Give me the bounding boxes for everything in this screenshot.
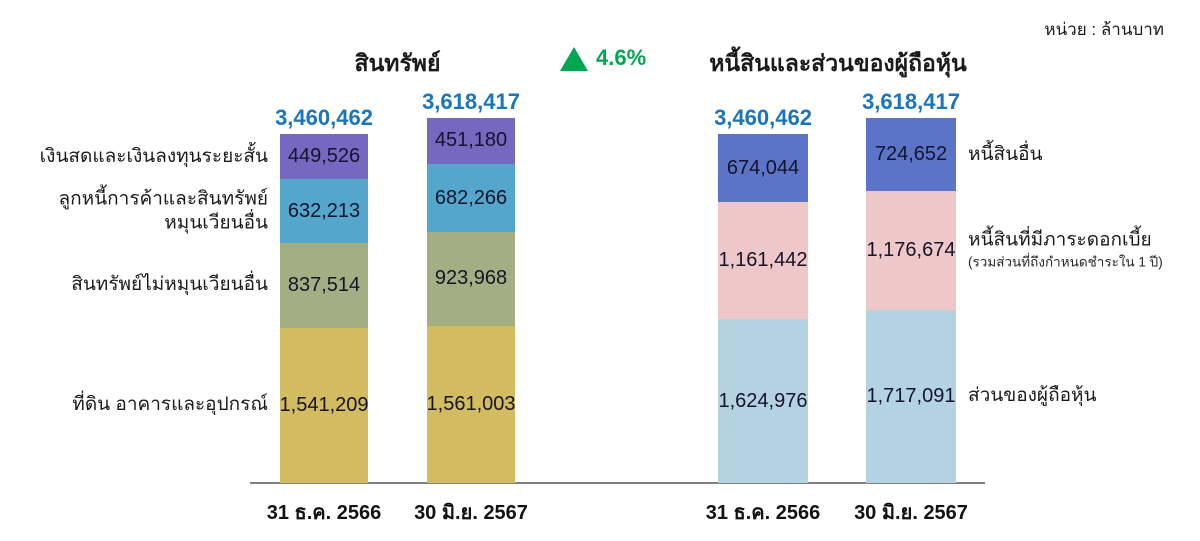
segment-value-label: 451,180 <box>434 129 508 152</box>
unit-label: หน่วย : ล้านบาท <box>1044 20 1164 39</box>
bar-total-label: 3,618,417 <box>862 89 960 115</box>
growth-up-triangle-icon <box>560 47 588 71</box>
stacked-bar: 1,561,003 923,968 682,266 451,180 <box>427 118 515 483</box>
bar-segment: 724,652 <box>866 118 956 192</box>
segment-value-label: 1,717,091 <box>866 384 956 407</box>
segment-value-label: 682,266 <box>434 186 508 209</box>
bar-segment: 674,044 <box>718 134 808 202</box>
bar-segment: 1,561,003 <box>427 325 515 483</box>
series-name: เงินสดและเงินลงทุนระยะสั้น <box>39 145 268 167</box>
segment-value-label: 1,161,442 <box>718 249 808 272</box>
bar-segment: 1,161,442 <box>718 202 808 320</box>
liabilities-chart-title: หนี้สินและส่วนของผู้ถือหุ้น <box>709 50 967 76</box>
bar-segment: 1,624,976 <box>718 319 808 483</box>
series-label: ลูกหนี้การค้าและสินทรัพย์หมุนเวียนอื่น <box>20 187 268 235</box>
bar-segment: 837,514 <box>280 243 368 328</box>
series-name: หนี้สินที่มีภาระดอกเบี้ย <box>968 230 1152 252</box>
assets-chart-title: สินทรัพย์ <box>354 50 441 76</box>
bar-segment: 682,266 <box>427 163 515 233</box>
x-axis-label: 30 มิ.ย. 2567 <box>854 502 968 524</box>
bar-total-label: 3,618,417 <box>422 89 520 115</box>
series-label: เงินสดและเงินลงทุนระยะสั้น <box>20 145 268 169</box>
series-name: หนี้สินอื่น <box>968 143 1043 165</box>
series-subtitle: (รวมส่วนที่ถึงกำหนดชำระใน 1 ปี) <box>968 254 1163 270</box>
series-label: ส่วนของผู้ถือหุ้น <box>968 385 1188 409</box>
bar-segment: 451,180 <box>427 118 515 164</box>
bar-segment: 923,968 <box>427 232 515 326</box>
segment-value-label: 449,526 <box>287 145 361 168</box>
series-label: หนี้สินอื่น <box>968 143 1188 167</box>
series-label: ที่ดิน อาคารและอุปกรณ์ <box>20 393 268 417</box>
segment-value-label: 632,213 <box>287 199 361 222</box>
segment-value-label: 1,176,674 <box>866 239 956 261</box>
bar-total-label: 3,460,462 <box>714 105 812 130</box>
bar-total-label: 3,460,462 <box>275 105 373 130</box>
x-axis-label: 31 ธ.ค. 2566 <box>266 502 382 524</box>
bar-segment: 1,176,674 <box>866 191 956 310</box>
bar-segment: 1,717,091 <box>866 309 956 483</box>
stacked-bar: 1,541,209 837,514 632,213 449,526 <box>280 134 368 483</box>
stacked-bar: 1,717,091 1,176,674 724,652 <box>866 118 956 483</box>
segment-value-label: 1,624,976 <box>718 389 808 412</box>
x-axis-label: 31 ธ.ค. 2566 <box>705 502 821 524</box>
growth-percent-label: 4.6% <box>596 45 647 70</box>
series-name: ที่ดิน อาคารและอุปกรณ์ <box>72 394 268 416</box>
series-name: ลูกหนี้การค้าและสินทรัพย์หมุนเวียนอื่น <box>58 188 268 234</box>
segment-value-label: 837,514 <box>287 273 361 296</box>
segment-value-label: 923,968 <box>434 267 508 290</box>
series-name: ส่วนของผู้ถือหุ้น <box>968 385 1097 407</box>
series-label: หนี้สินที่มีภาระดอกเบี้ย (รวมส่วนที่ถึงกำ… <box>968 229 1188 272</box>
series-name: สินทรัพย์ไม่หมุนเวียนอื่น <box>71 274 268 296</box>
segment-value-label: 1,541,209 <box>280 393 368 416</box>
segment-value-label: 724,652 <box>874 143 948 166</box>
series-label: สินทรัพย์ไม่หมุนเวียนอื่น <box>20 273 268 297</box>
segment-value-label: 1,561,003 <box>427 392 515 415</box>
bar-segment: 632,213 <box>280 179 368 244</box>
bar-segment: 449,526 <box>280 134 368 180</box>
stacked-bar: 1,624,976 1,161,442 674,044 <box>718 134 808 483</box>
segment-value-label: 674,044 <box>726 156 800 179</box>
bar-segment: 1,541,209 <box>280 327 368 483</box>
x-axis-label: 30 มิ.ย. 2567 <box>414 502 528 524</box>
x-axis-line <box>250 482 985 484</box>
